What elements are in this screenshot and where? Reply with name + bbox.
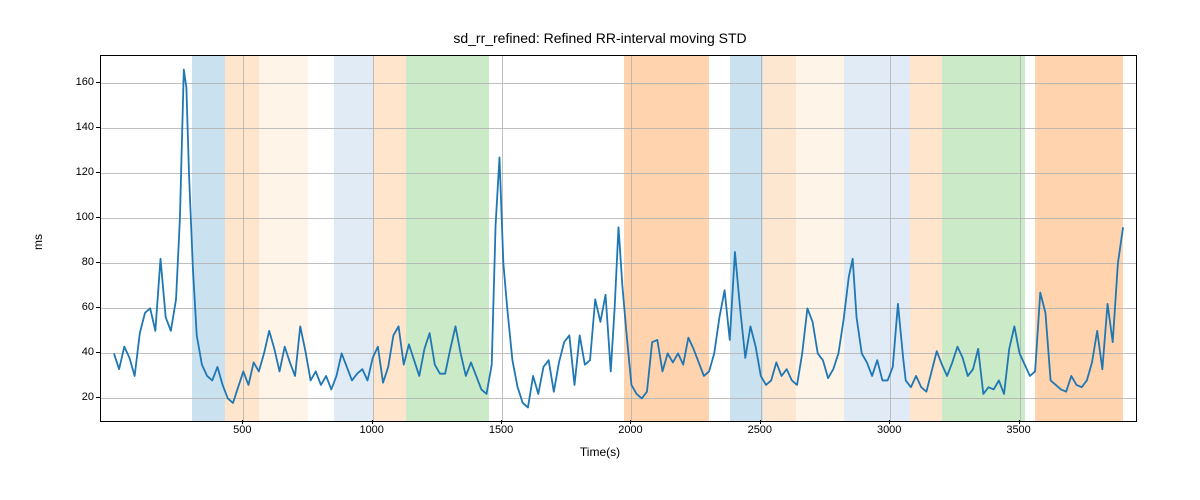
- ytick-label: 40: [0, 346, 94, 358]
- ytick-label: 80: [0, 256, 94, 268]
- ytick-mark: [96, 352, 100, 353]
- xtick-label: 1000: [359, 424, 383, 436]
- ytick-mark: [96, 172, 100, 173]
- xtick-label: 500: [233, 424, 251, 436]
- figure: sd_rr_refined: Refined RR-interval movin…: [0, 0, 1200, 500]
- chart-title: sd_rr_refined: Refined RR-interval movin…: [0, 30, 1200, 46]
- xtick-label: 3500: [1006, 424, 1030, 436]
- ytick-label: 60: [0, 301, 94, 313]
- ytick-label: 160: [0, 76, 94, 88]
- xtick-label: 3000: [877, 424, 901, 436]
- ytick-mark: [96, 397, 100, 398]
- ytick-mark: [96, 217, 100, 218]
- x-axis-label: Time(s): [0, 445, 1200, 459]
- ytick-label: 20: [0, 391, 94, 403]
- ytick-label: 140: [0, 121, 94, 133]
- xtick-label: 2000: [618, 424, 642, 436]
- ytick-container: 20 40 60 80 100 120 140 160: [0, 55, 100, 420]
- ytick-mark: [96, 307, 100, 308]
- series-line: [101, 56, 1136, 421]
- ytick-label: 120: [0, 166, 94, 178]
- xtick-label: 2500: [748, 424, 772, 436]
- ytick-mark: [96, 262, 100, 263]
- ytick-label: 100: [0, 211, 94, 223]
- plot-area: [100, 55, 1137, 422]
- ytick-mark: [96, 127, 100, 128]
- xtick-label: 1500: [489, 424, 513, 436]
- ytick-mark: [96, 82, 100, 83]
